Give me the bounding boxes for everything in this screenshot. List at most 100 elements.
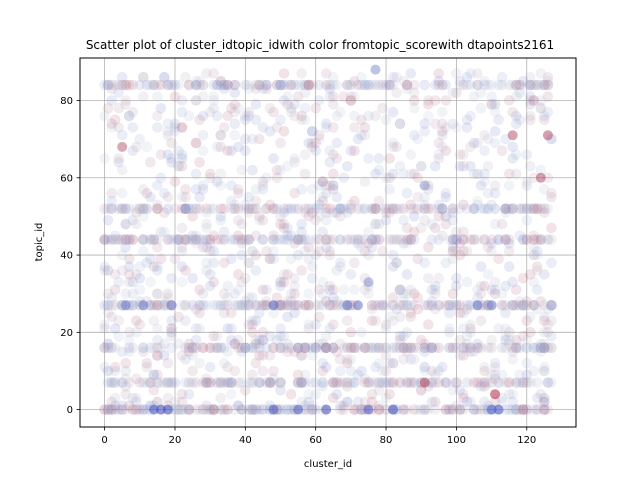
data-point [180,203,191,214]
data-point [384,153,395,164]
data-point [99,342,110,354]
data-point [138,203,149,214]
data-point [233,215,244,226]
data-point [377,245,388,257]
data-point [482,187,494,199]
data-point [116,203,128,214]
data-point [204,361,216,373]
data-point [440,79,452,91]
data-point [524,203,536,214]
data-point [398,342,409,354]
data-point [247,377,258,388]
data-point [373,400,385,412]
data-point [296,218,307,230]
data-point [176,234,188,245]
data-point [106,377,117,388]
data-point [363,288,374,300]
data-point [324,157,336,168]
data-point [436,230,448,241]
data-point [109,230,121,241]
x-tick-label: 60 [309,435,322,446]
data-point [320,342,332,354]
data-point [447,234,459,245]
data-point [138,72,149,83]
data-point [292,377,304,388]
data-point [349,195,360,207]
data-point [310,234,322,245]
data-point [331,191,343,203]
data-point [190,95,202,106]
data-point [363,377,374,388]
data-point [458,342,469,354]
data-point [373,195,385,207]
data-point [187,211,198,222]
data-point [510,110,522,122]
data-point [489,288,501,300]
data-point [500,203,511,214]
data-point [240,234,251,245]
data-point [408,377,420,388]
data-point [264,350,276,361]
data-point [226,195,237,207]
data-point [429,396,441,408]
data-point [109,361,121,373]
data-point [233,342,244,354]
data-point [454,238,466,249]
data-point [183,404,195,415]
data-point [447,203,459,214]
data-point [419,180,430,191]
data-point [292,234,304,245]
data-point [208,102,219,114]
data-point [141,361,153,373]
data-point [366,79,378,91]
data-point [106,404,117,415]
data-point [345,95,357,106]
data-point [120,218,131,230]
data-point [240,384,251,396]
data-point [349,342,360,354]
data-point [222,346,233,358]
data-point [131,203,142,214]
data-point [99,234,110,245]
data-point [173,145,184,156]
data-point [285,203,297,214]
data-point [433,79,445,91]
data-point [289,99,300,110]
data-point [359,377,371,388]
data-point [426,342,438,354]
data-point [155,299,167,311]
data-point [546,299,557,311]
data-point [535,296,547,307]
data-point [222,292,233,303]
data-point [531,79,543,91]
data-point [183,110,195,122]
x-axis-label: cluster_id [304,459,352,470]
data-point [208,257,219,269]
data-point [524,79,536,91]
data-point [334,106,346,118]
data-point [310,342,322,354]
data-point [176,276,188,288]
data-point [289,187,300,199]
data-point [345,326,357,338]
data-point [387,72,399,83]
data-point [292,299,304,311]
data-point [169,91,181,102]
data-point [426,342,438,354]
data-point [426,365,438,377]
data-point [429,342,441,354]
data-point [102,288,114,300]
data-point [538,396,550,408]
data-point [324,180,336,191]
data-point [349,342,360,354]
data-point [194,79,205,91]
data-point [240,342,251,354]
data-point [465,141,476,153]
data-point [268,404,279,415]
data-point [215,234,226,245]
data-point [465,326,476,338]
data-point [180,354,191,365]
data-point [521,234,533,245]
data-point [289,203,300,214]
data-point [398,299,409,311]
